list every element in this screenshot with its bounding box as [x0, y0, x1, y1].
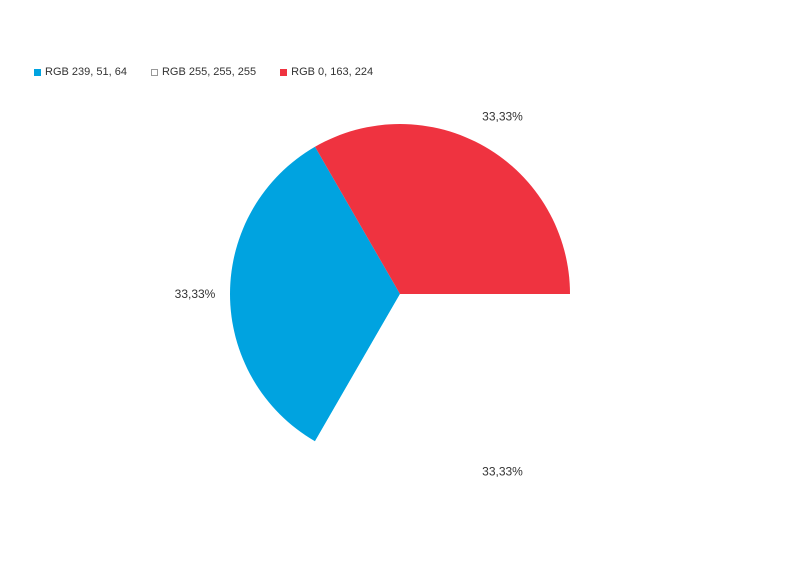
- legend-swatch-white: [150, 68, 158, 76]
- slice-label-red: 33,33%: [482, 109, 523, 123]
- pie-slice-blue[interactable]: [230, 146, 400, 442]
- legend-swatch-red: [280, 68, 288, 76]
- legend-label-white: RGB 255, 255, 255: [161, 66, 257, 78]
- chart-legend: RGB 239, 51, 64 RGB 255, 255, 255 RGB 0,…: [34, 66, 397, 78]
- legend-label-blue: RGB 239, 51, 64: [45, 66, 127, 78]
- legend-item-blue[interactable]: RGB 239, 51, 64: [34, 66, 127, 78]
- pie-slice-red[interactable]: [315, 124, 570, 294]
- pie-slice-white[interactable]: [315, 294, 570, 464]
- slice-label-blue: 33,33%: [175, 287, 216, 301]
- legend-item-white[interactable]: RGB 255, 255, 255: [150, 66, 257, 78]
- legend-swatch-blue: [34, 68, 41, 76]
- slice-label-white: 33,33%: [482, 465, 523, 479]
- legend-item-red[interactable]: RGB 0, 163, 224: [280, 66, 373, 78]
- legend-label-red: RGB 0, 163, 224: [291, 66, 374, 78]
